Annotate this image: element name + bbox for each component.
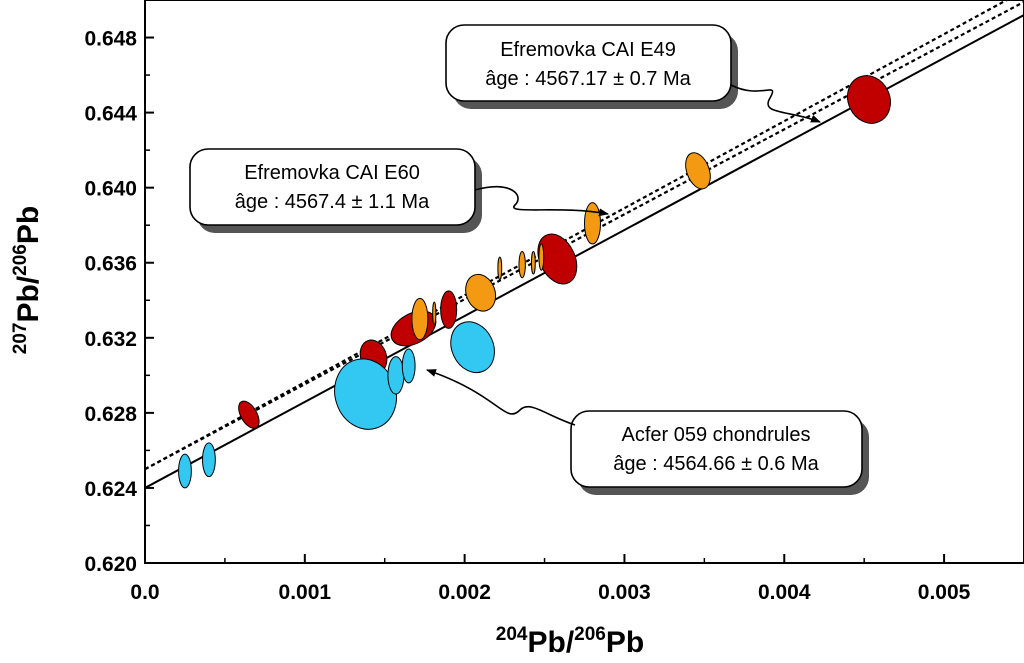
data-point-red bbox=[238, 400, 260, 429]
x-axis-title-sup1: 204 bbox=[496, 624, 528, 645]
callout-acfer: Acfer 059 chondrules âge : 4564.66 ± 0.6… bbox=[426, 369, 869, 495]
callout-acfer-age: âge : 4564.66 ± 0.6 Ma bbox=[613, 453, 819, 475]
x-tick-label: 0.003 bbox=[598, 581, 651, 604]
y-tick-label: 0.640 bbox=[84, 178, 137, 201]
y-tick-label: 0.628 bbox=[84, 403, 137, 426]
data-points bbox=[178, 75, 891, 489]
data-point-orange bbox=[530, 250, 536, 275]
callout-e49-age: âge : 4567.17 ± 0.7 Ma bbox=[485, 68, 691, 90]
y-tick-label: 0.620 bbox=[84, 553, 137, 576]
y-axis-title-sup2: 206 bbox=[10, 244, 31, 276]
x-axis-title: 204Pb/206Pb bbox=[496, 624, 644, 659]
callout-acfer-arrow bbox=[426, 369, 576, 426]
y-axis-title-base1: Pb/ bbox=[12, 275, 45, 322]
y-tick-label: 0.648 bbox=[84, 28, 137, 51]
y-tick-label: 0.632 bbox=[84, 328, 137, 351]
x-tick-label: 0.002 bbox=[438, 581, 491, 604]
callout-e49-title: Efremovka CAI E49 bbox=[500, 39, 676, 61]
callout-e60-age: âge : 4567.4 ± 1.1 Ma bbox=[235, 191, 430, 213]
y-axis-title-base2: Pb bbox=[12, 206, 45, 244]
data-point-orange bbox=[538, 243, 545, 271]
y-axis-title: 207Pb/206Pb bbox=[10, 206, 45, 354]
data-point-red bbox=[847, 75, 891, 124]
x-axis-title-sup2: 206 bbox=[574, 624, 606, 645]
data-point-blue bbox=[178, 453, 192, 489]
x-tick-label: 0.0 bbox=[130, 581, 159, 604]
data-point-blue bbox=[202, 442, 216, 478]
y-tick-label: 0.636 bbox=[84, 253, 137, 276]
data-point-orange bbox=[432, 301, 437, 326]
callout-acfer-box bbox=[570, 410, 863, 488]
data-point-blue bbox=[387, 356, 405, 395]
data-point-red bbox=[537, 233, 578, 285]
data-point-blue bbox=[450, 321, 495, 374]
callout-e60-title: Efremovka CAI E60 bbox=[244, 162, 420, 184]
callout-acfer-title: Acfer 059 chondrules bbox=[621, 424, 810, 446]
data-point-orange bbox=[685, 152, 711, 190]
data-point-orange bbox=[584, 202, 601, 245]
data-point-orange bbox=[497, 256, 503, 281]
data-point-blue bbox=[401, 348, 416, 384]
x-tick-label: 0.005 bbox=[918, 581, 971, 604]
callout-e60-arrow bbox=[474, 185, 609, 217]
x-axis-ticks: 0.0 0.001 0.002 0.003 0.004 0.005 bbox=[130, 554, 971, 604]
y-tick-label: 0.624 bbox=[84, 478, 137, 501]
y-axis-title-sup1: 207 bbox=[10, 323, 31, 355]
data-point-orange bbox=[411, 297, 429, 341]
x-tick-label: 0.004 bbox=[758, 581, 811, 604]
callout-e60: Efremovka CAI E60 âge : 4567.4 ± 1.1 Ma bbox=[189, 148, 609, 233]
data-point-red bbox=[440, 290, 458, 329]
y-tick-label: 0.644 bbox=[84, 103, 137, 126]
plot-frame bbox=[144, 0, 1024, 564]
x-axis-title-base2: Pb bbox=[606, 626, 644, 659]
callout-e60-box bbox=[189, 148, 476, 226]
data-point-orange bbox=[465, 273, 497, 312]
data-point-orange bbox=[518, 250, 526, 279]
y-axis-ticks: 0.620 0.624 0.628 0.632 0.636 0.640 0.644 0.648 bbox=[84, 28, 154, 576]
callout-e49-box bbox=[445, 24, 732, 102]
x-axis-title-base1: Pb/ bbox=[527, 626, 574, 659]
x-tick-label: 0.001 bbox=[279, 581, 332, 604]
callout-e49-arrow bbox=[730, 84, 821, 123]
callout-e49: Efremovka CAI E49 âge : 4567.17 ± 0.7 Ma bbox=[445, 24, 821, 123]
